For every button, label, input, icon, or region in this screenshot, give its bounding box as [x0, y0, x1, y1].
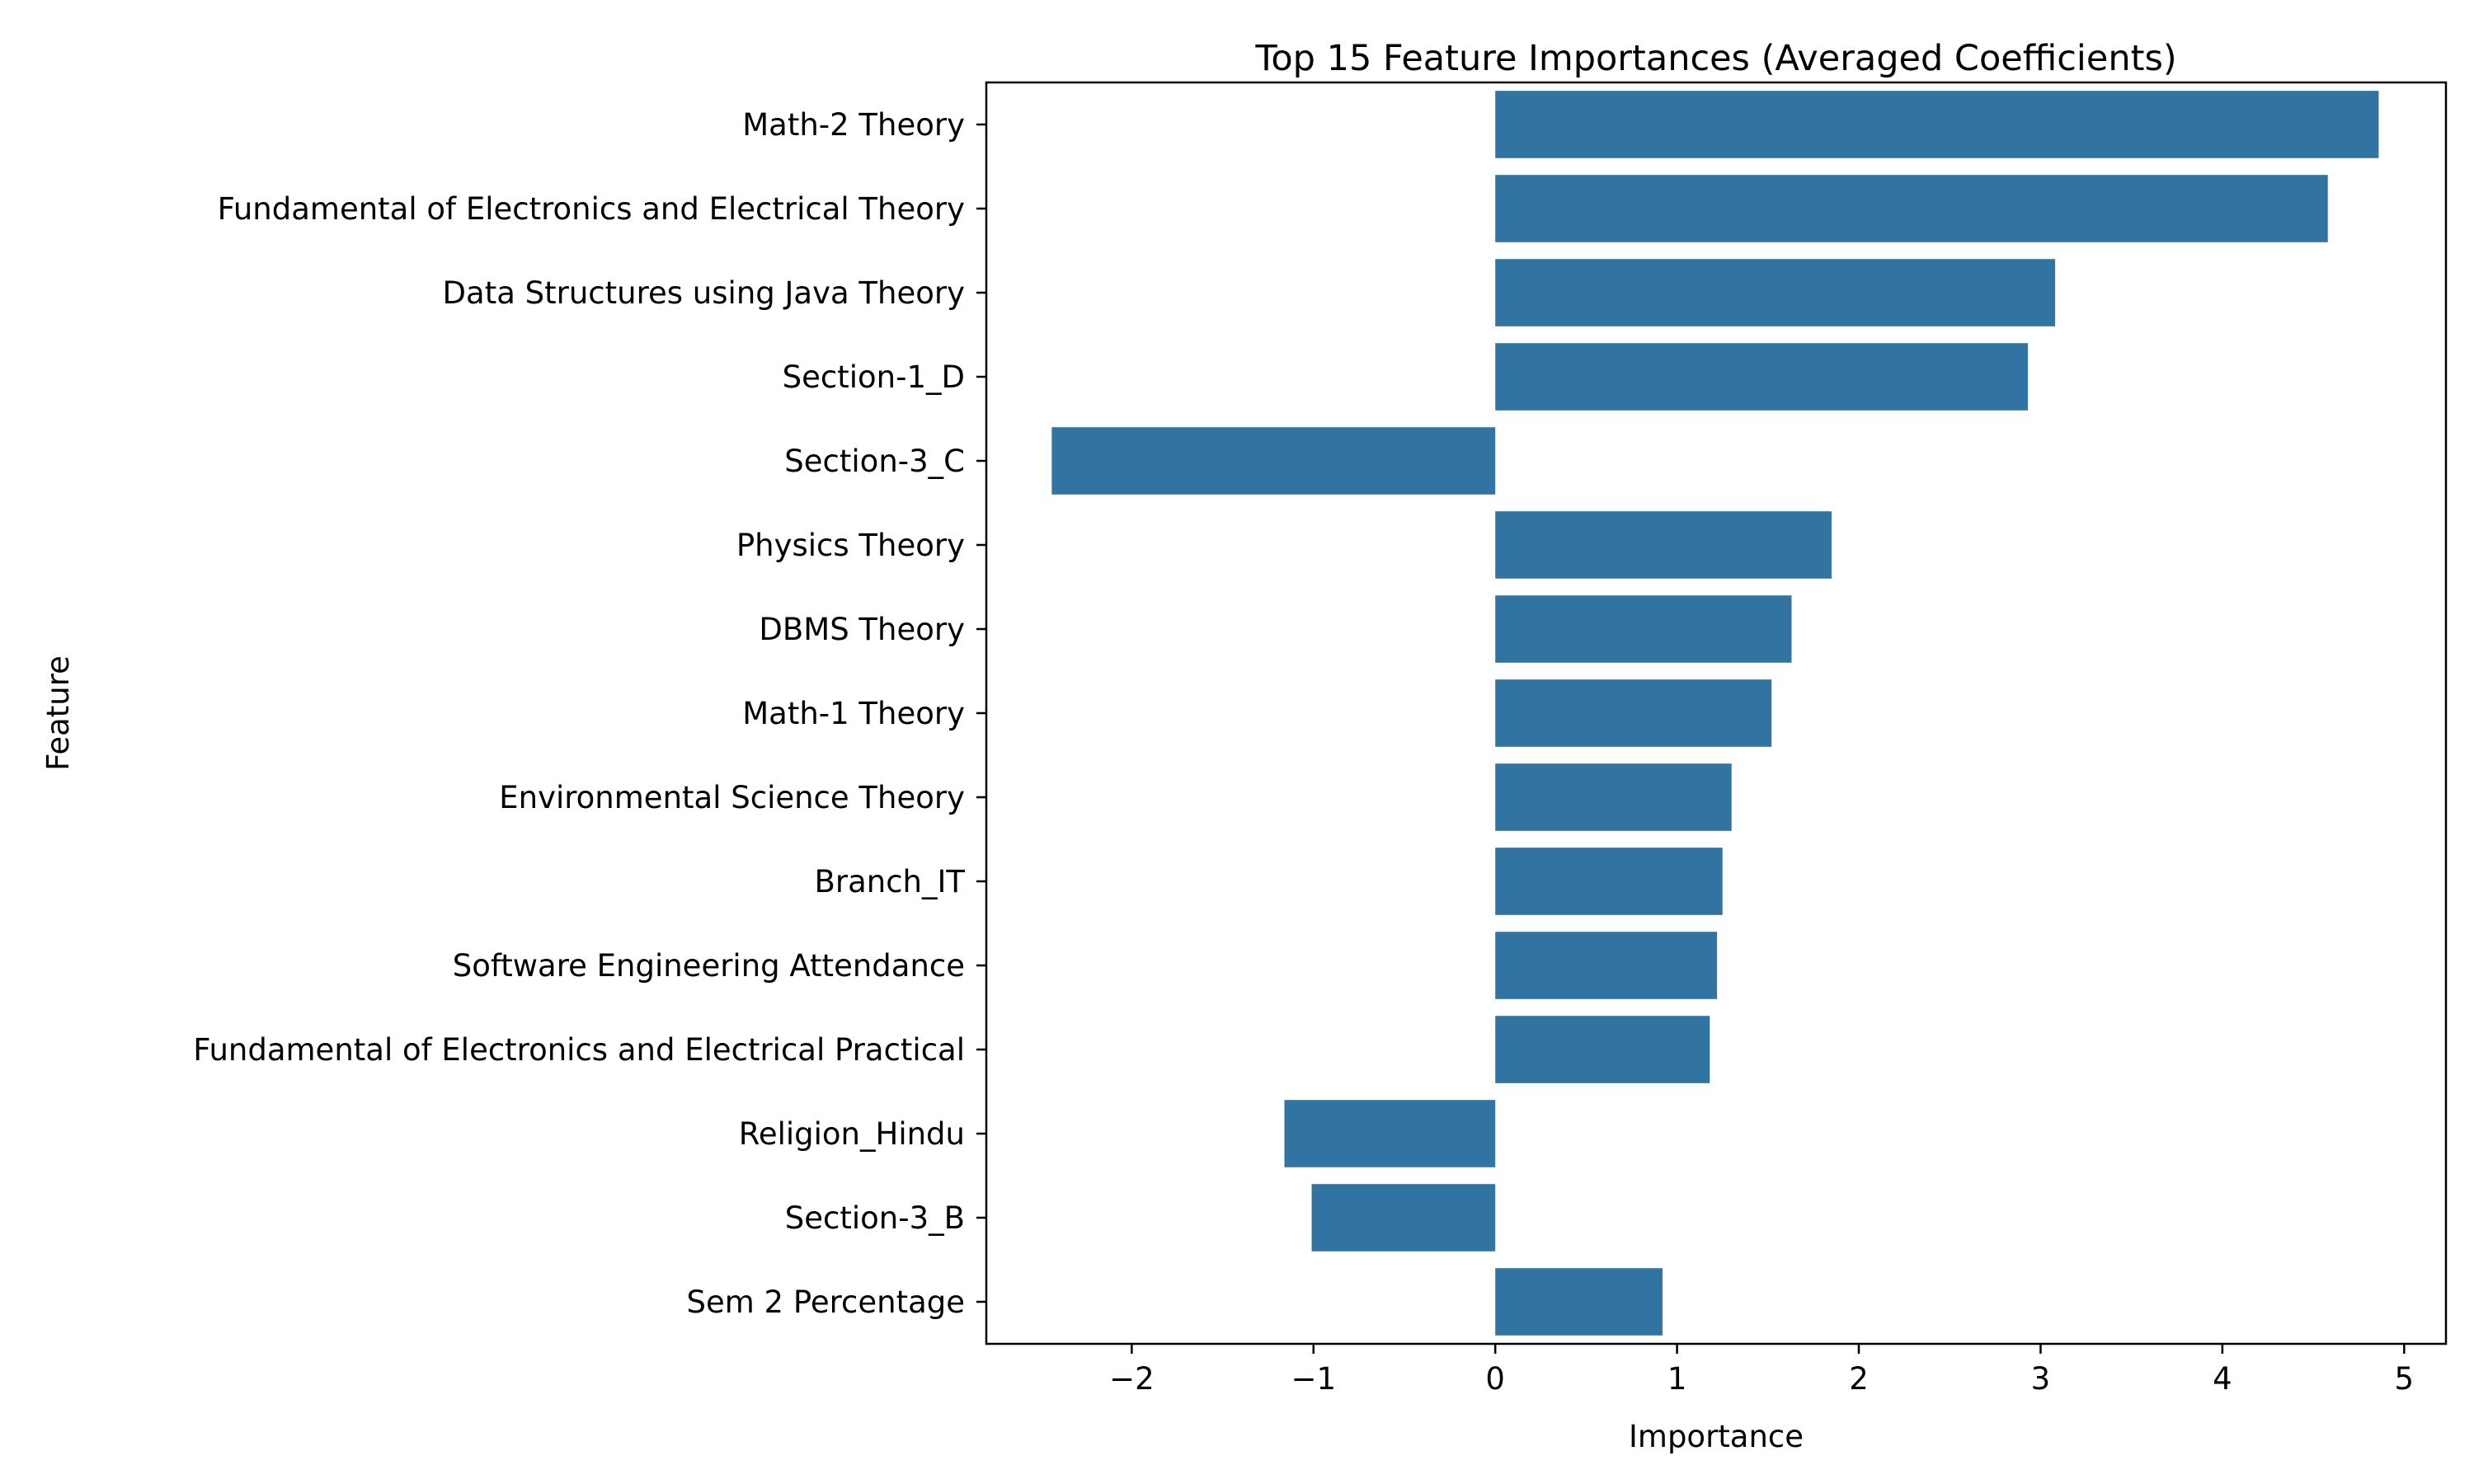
plot-frame: [985, 81, 2448, 1345]
x-tick-label: 0: [1485, 1361, 1505, 1397]
y-tick-label: Religion_Hindu: [739, 1116, 965, 1152]
y-axis-label: Feature: [40, 655, 76, 771]
y-tick-label: Math-1 Theory: [742, 696, 965, 731]
y-tick-label: Physics Theory: [736, 528, 965, 563]
y-tick-label: Section-3_B: [785, 1200, 965, 1236]
y-tick-label: Branch_IT: [814, 864, 965, 899]
bar-software-engineering-attendance: [1495, 932, 1718, 999]
bar-environmental-science-theory: [1495, 763, 1732, 831]
x-tick-label: −1: [1291, 1361, 1336, 1397]
bar-fundamental-of-electronics-and-electrical-theory: [1495, 175, 2328, 242]
bar-dbms-theory: [1495, 595, 1792, 663]
y-tick-label: DBMS Theory: [759, 612, 965, 647]
bar-physics-theory: [1495, 511, 1832, 579]
chart-title: Top 15 Feature Importances (Averaged Coe…: [1254, 38, 2176, 79]
x-axis-ticks: −2 −1 0 1 2 3 4 5: [1109, 1344, 2414, 1397]
y-tick-label: Section-1_D: [783, 359, 965, 395]
y-tick-label: Section-3_C: [784, 444, 965, 479]
x-tick-label: 2: [1849, 1361, 1869, 1397]
y-tick-label: Math-2 Theory: [742, 107, 965, 143]
x-tick-label: 3: [2031, 1361, 2051, 1397]
x-tick-label: −2: [1109, 1361, 1155, 1397]
y-axis-ticks: Math-2 Theory Fundamental of Electronics …: [193, 107, 986, 1320]
bars-group: [1051, 91, 2379, 1336]
bar-section-1-d: [1495, 343, 2029, 411]
y-tick-label: Environmental Science Theory: [499, 780, 965, 815]
bar-branch-it: [1495, 848, 1723, 915]
bar-fundamental-of-electronics-and-electrical-practical: [1495, 1016, 1710, 1083]
y-tick-label: Data Structures using Java Theory: [443, 275, 965, 311]
bar-religion-hindu: [1284, 1100, 1496, 1167]
x-tick-label: 5: [2395, 1361, 2415, 1397]
y-tick-label: Sem 2 Percentage: [687, 1284, 966, 1320]
x-axis-label: Importance: [1629, 1419, 1804, 1454]
bar-section-3-c: [1051, 427, 1496, 495]
y-tick-label: Fundamental of Electronics and Electrica…: [218, 191, 965, 227]
x-tick-label: 1: [1667, 1361, 1687, 1397]
bar-section-3-b: [1311, 1184, 1496, 1252]
bar-math-1-theory: [1495, 679, 1772, 747]
bar-sem-2-percentage: [1495, 1268, 1663, 1336]
bar-math-2-theory: [1495, 91, 2379, 158]
y-tick-label: Fundamental of Electronics and Electrica…: [193, 1032, 965, 1068]
bar-data-structures-using-java-theory: [1495, 259, 2056, 326]
y-tick-label: Software Engineering Attendance: [453, 948, 965, 984]
x-tick-label: 4: [2213, 1361, 2232, 1397]
